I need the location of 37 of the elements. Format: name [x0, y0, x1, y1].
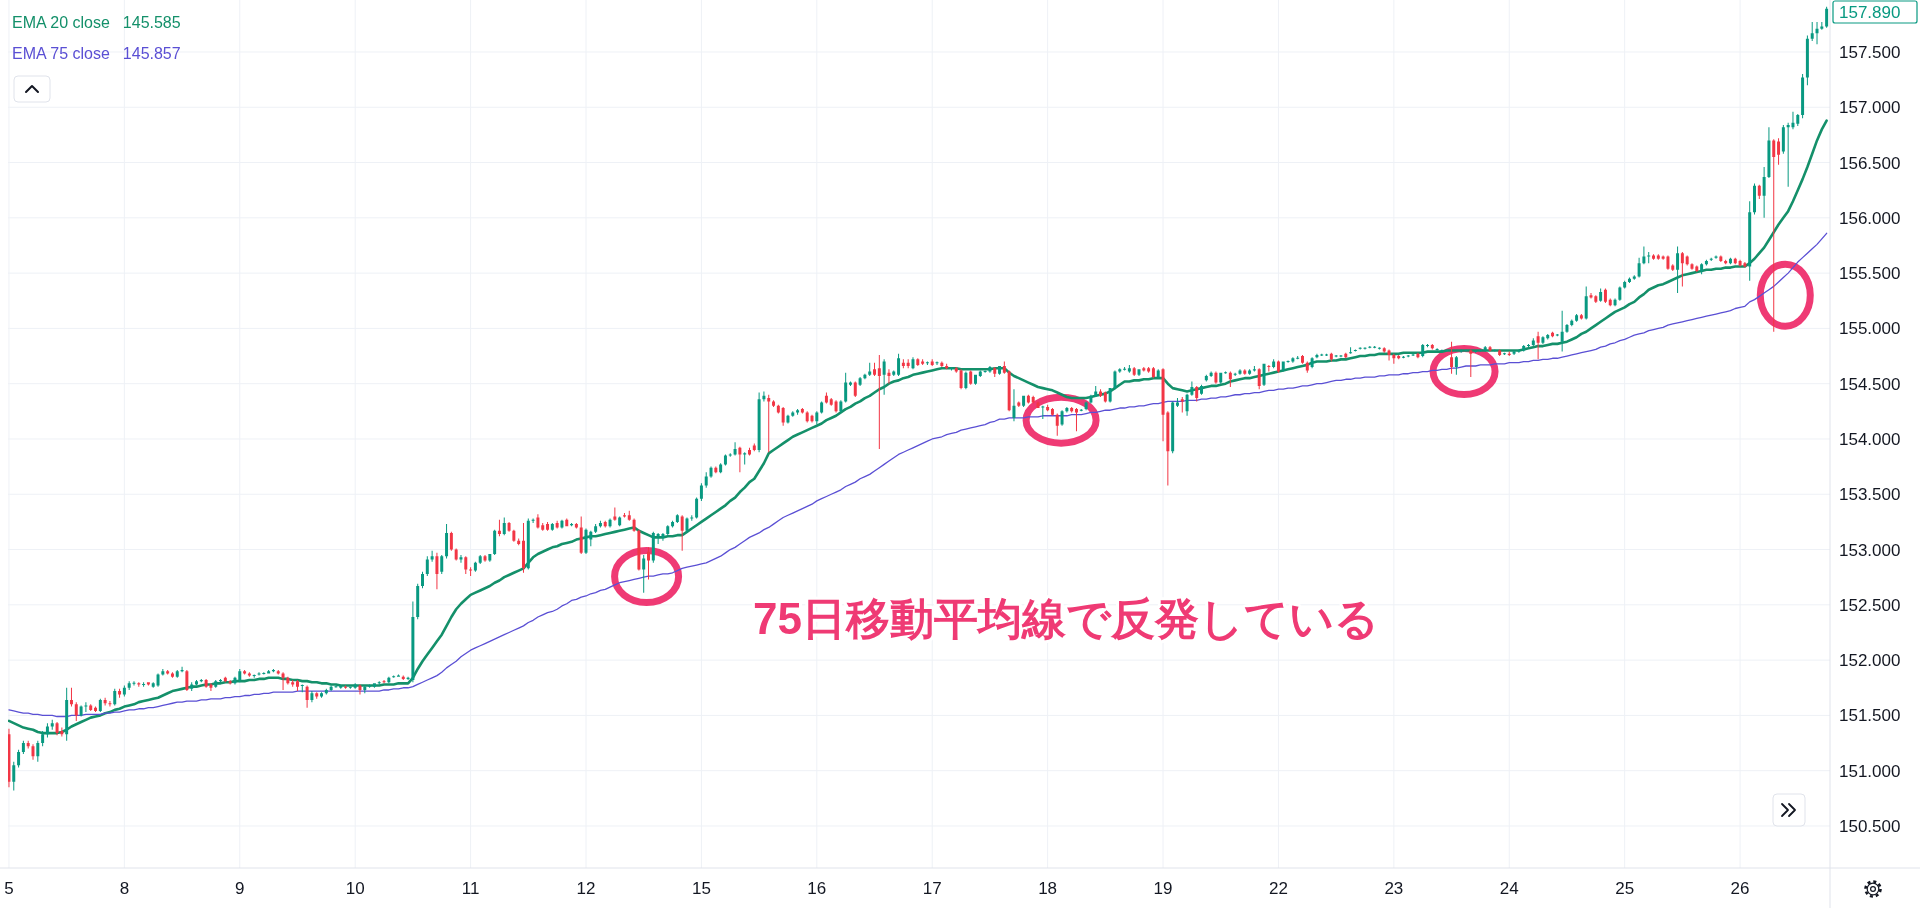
- annotation: 75日移動平均線で反発している: [753, 594, 1379, 643]
- y-tick-label: 156.500: [1839, 153, 1901, 173]
- x-tick-label: 23: [1384, 879, 1404, 898]
- y-tick-label: 157.500: [1839, 42, 1901, 62]
- x-tick-label: 8: [119, 879, 130, 898]
- x-tick-label: 19: [1153, 879, 1173, 898]
- x-tick-label: 24: [1499, 879, 1519, 898]
- x-tick-label: 10: [345, 879, 365, 898]
- y-tick-label: 152.000: [1839, 651, 1901, 671]
- x-tick-label: 16: [807, 879, 827, 898]
- y-tick-label: 151.500: [1839, 706, 1901, 726]
- text: 157.890: [1839, 3, 1901, 22]
- y-tick-label: 153.500: [1839, 485, 1901, 505]
- x-tick-label: 22: [1268, 879, 1288, 898]
- annotation: 145.585: [122, 14, 181, 31]
- x-tick-label: 9: [235, 879, 245, 898]
- y-tick-label: 157.000: [1839, 98, 1901, 118]
- x-tick-label: 15: [691, 879, 711, 898]
- x-tick-label: 11: [461, 879, 480, 898]
- text: EMA 75 close: [12, 45, 110, 62]
- y-tick-label: 154.000: [1839, 429, 1901, 449]
- y-tick-label: 152.500: [1839, 595, 1901, 615]
- y-tick-label: 154.500: [1839, 374, 1901, 394]
- y-tick-label: 155.500: [1839, 264, 1901, 284]
- x-tick-label: 18: [1038, 879, 1058, 898]
- y-tick-label: 156.000: [1839, 208, 1901, 228]
- x-tick-label: 12: [576, 879, 596, 898]
- x-tick-label: 26: [1730, 879, 1750, 898]
- y-tick-label: 155.000: [1839, 319, 1901, 339]
- y-tick-label: 150.500: [1839, 816, 1901, 836]
- text: EMA 20 close: [12, 14, 110, 31]
- y-tick-label: 151.000: [1839, 761, 1901, 781]
- x-tick-label: 25: [1615, 879, 1635, 898]
- x-tick-label: 5: [4, 879, 14, 898]
- annotation: 145.857: [122, 45, 181, 62]
- x-tick-label: 17: [922, 879, 942, 898]
- y-tick-label: 153.000: [1839, 540, 1901, 560]
